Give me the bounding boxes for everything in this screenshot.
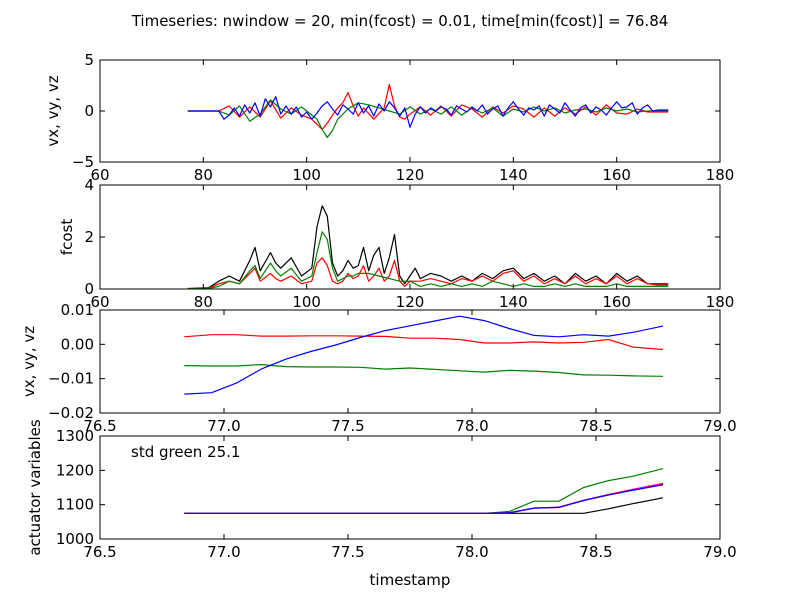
x-tick-label: 76.5	[83, 417, 116, 435]
series-line-3	[187, 96, 669, 128]
series-group	[187, 83, 669, 139]
y-tick-label: 0	[84, 102, 94, 120]
y-tick-label: 2	[84, 228, 94, 246]
x-tick-label: 77.0	[207, 417, 240, 435]
series-line-2	[187, 257, 669, 289]
x-tick-label: 79.0	[703, 417, 736, 435]
x-tick-label: 77.5	[331, 417, 364, 435]
x-tick-label: 140	[499, 293, 528, 311]
series-line-1	[184, 334, 664, 351]
series-line-2	[187, 99, 669, 139]
y-axis-label: vx, vy, vz	[20, 326, 38, 397]
series-group	[184, 468, 664, 514]
y-axis-label: actuator variables	[26, 419, 44, 556]
y-tick-label: 4	[84, 176, 94, 194]
x-tick-label: 180	[706, 293, 735, 311]
x-tick-label: 77.0	[207, 543, 240, 561]
y-tick-label: 0.00	[61, 335, 94, 353]
series-group	[187, 205, 669, 289]
annotation-text: std green 25.1	[131, 443, 240, 461]
x-tick-label: 78.0	[455, 543, 488, 561]
y-axis-label: vx, vy, vz	[44, 75, 62, 146]
series-line-3	[184, 315, 664, 395]
y-tick-label: 0.01	[61, 301, 94, 319]
x-tick-label: 140	[499, 166, 528, 184]
y-tick-label: −0.02	[48, 404, 94, 422]
y-tick-label: 1200	[56, 461, 94, 479]
axes-frame	[99, 435, 721, 540]
series-line-1	[184, 497, 664, 514]
x-tick-label: 76.5	[83, 543, 116, 561]
series-group	[184, 315, 664, 395]
x-tick-label: 60	[90, 166, 109, 184]
y-tick-label: 0	[84, 280, 94, 298]
subplot-3: 76.5 77.0 77.5 78.0 78.5 79.0 −0.02 −0.01 0.00 0.…	[20, 301, 737, 435]
subplot-4: 76.5 77.0 77.5 78.0 78.5 79.0 1000 1100 1200 1300…	[26, 419, 737, 589]
x-tick-label: 160	[602, 166, 631, 184]
y-axis-label: fcost	[58, 219, 76, 256]
series-line-2	[184, 364, 664, 377]
y-tick-label: 5	[84, 51, 94, 69]
x-tick-label: 80	[194, 166, 213, 184]
axes-frame	[99, 184, 721, 290]
series-line-5	[184, 484, 664, 514]
x-tick-label: 78.0	[455, 417, 488, 435]
subplot-2: 60 80 100 120 140 160 180 0 2 4 fcost	[58, 176, 734, 311]
series-line-2	[184, 468, 664, 514]
figure-title: Timeseries: nwindow = 20, min(fcost) = 0…	[131, 12, 669, 30]
x-tick-label: 120	[396, 166, 425, 184]
x-tick-label: 78.5	[579, 417, 612, 435]
y-tick-label: 1300	[56, 427, 94, 445]
y-tick-label: 1100	[56, 496, 94, 514]
x-tick-label: 80	[194, 293, 213, 311]
series-line-1	[187, 205, 669, 289]
x-tick-label: 60	[90, 293, 109, 311]
y-tick-label: −5	[72, 153, 94, 171]
x-tick-label: 180	[706, 166, 735, 184]
x-axis-label: timestamp	[370, 571, 451, 589]
series-line-3	[187, 231, 669, 289]
x-tick-label: 79.0	[703, 543, 736, 561]
y-tick-label: −0.01	[48, 370, 94, 388]
x-tick-label: 100	[292, 293, 321, 311]
y-tick-label: 1000	[56, 530, 94, 548]
x-tick-label: 120	[396, 293, 425, 311]
x-tick-label: 160	[602, 293, 631, 311]
x-tick-label: 78.5	[579, 543, 612, 561]
x-tick-label: 100	[292, 166, 321, 184]
axes-frame	[99, 309, 721, 414]
x-tick-label: 77.5	[331, 543, 364, 561]
subplot-1: 60 80 100 120 140 160 180 −5 0 5 vx, vy, vz	[44, 51, 734, 184]
